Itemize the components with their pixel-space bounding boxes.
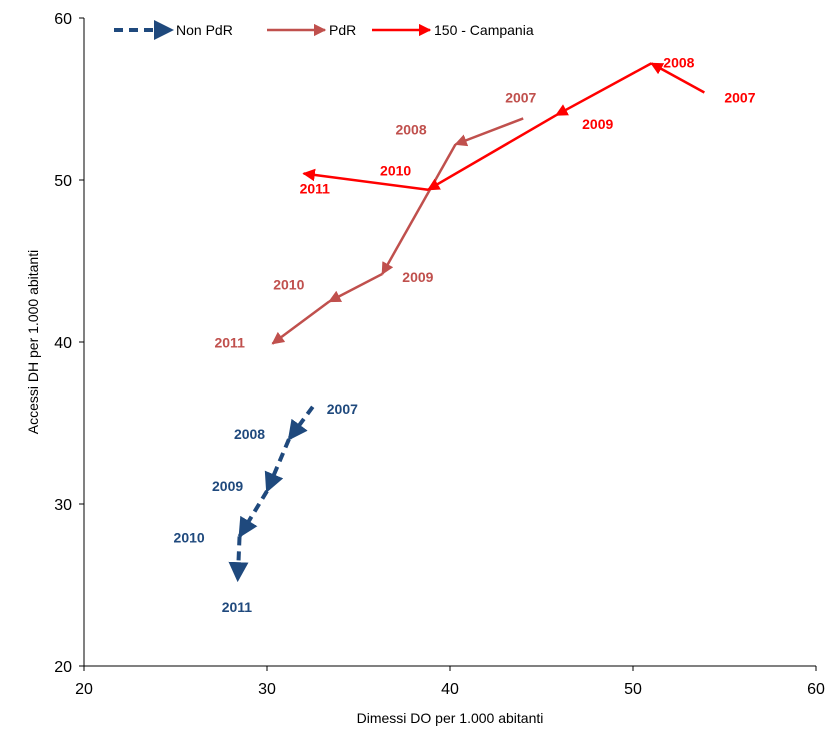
series-segment [381,143,457,276]
point-label: 2010 [174,529,205,545]
y-tick-label: 20 [54,659,72,676]
series-layer [228,62,705,583]
point-label: 2007 [724,90,755,106]
legend-label: 150 - Campania [434,22,534,38]
point-label: 2011 [214,335,245,351]
x-tick-label: 50 [624,681,642,698]
series-segment [454,117,524,147]
legend: Non PdR PdR 150 - Campania [114,20,534,40]
point-label: 2007 [505,89,536,105]
point-label: 2011 [222,599,253,615]
x-tick-label: 60 [807,681,825,698]
legend-label: Non PdR [176,22,233,38]
x-tick-label: 40 [441,681,459,698]
point-label: 2007 [327,401,358,417]
x-axis-label: Dimessi DO per 1.000 abitanti [357,710,544,726]
point-label: 2009 [402,269,433,285]
point-label: 2008 [234,426,265,442]
series-segment [426,114,557,191]
series-segment [287,405,315,441]
series-150-campania [302,62,705,191]
y-axis-label: Accessi DH per 1.000 abitanti [25,250,41,434]
point-label: 2009 [212,478,243,494]
legend-item: PdR [267,22,356,38]
point-label: 2011 [300,181,331,197]
legend-item: Non PdR [114,20,233,40]
point-label: 2008 [663,54,694,70]
axes [79,17,817,671]
point-label: 2010 [273,277,304,293]
point-label: 2010 [380,163,411,179]
point-labels: 2007 2008 2009 2010 2011 2007 2008 2009 2010 2011… [174,54,756,615]
series-non-pdr [228,405,315,583]
series-segment [302,168,429,191]
y-tick-label: 30 [54,497,72,514]
series-segment [650,62,705,94]
x-tick-label: 30 [258,681,276,698]
series-segment [328,272,383,303]
legend-label: PdR [329,22,356,38]
series-segment [237,490,269,539]
series-segment [228,536,249,583]
series-segment [264,438,291,493]
point-label: 2009 [582,116,613,132]
series-segment [271,300,330,345]
series-pdr [271,117,524,345]
legend-item: 150 - Campania [372,22,534,38]
y-tick-label: 60 [54,11,72,28]
series-segment [555,62,652,117]
y-tick-label: 50 [54,173,72,190]
y-tick-label: 40 [54,335,72,352]
tick-labels: 20 30 40 50 60 20 30 40 50 60 [54,11,825,698]
x-tick-label: 20 [75,681,93,698]
point-label: 2008 [395,121,426,137]
